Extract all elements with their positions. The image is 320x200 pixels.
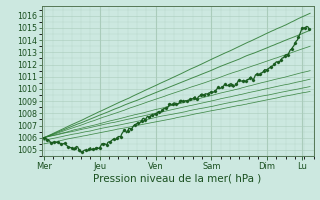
X-axis label: Pression niveau de la mer( hPa ): Pression niveau de la mer( hPa )	[93, 173, 262, 183]
